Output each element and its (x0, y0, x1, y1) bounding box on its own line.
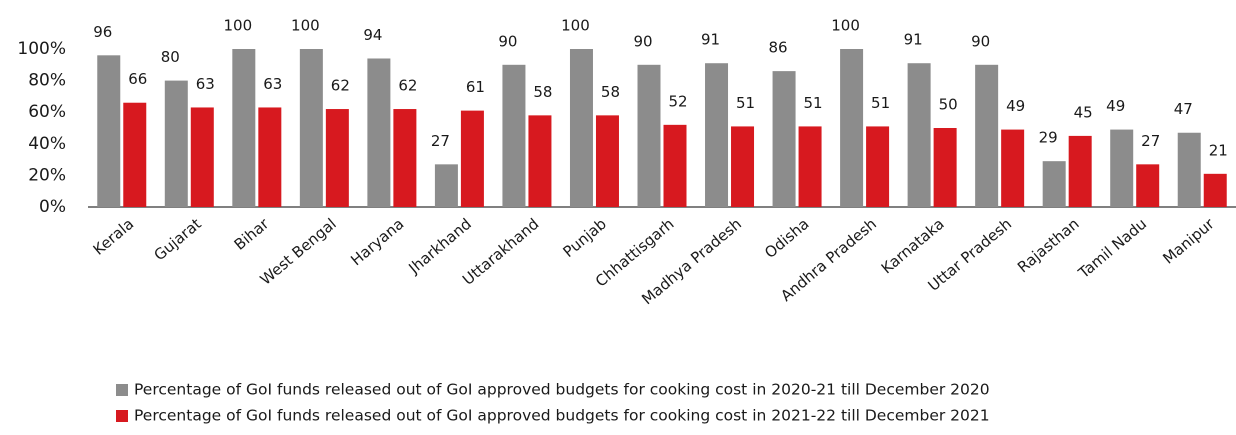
bar (731, 126, 755, 207)
bar (528, 115, 552, 207)
data-label: 100 (831, 17, 860, 35)
bar (637, 64, 661, 207)
data-label: 90 (971, 32, 990, 50)
y-tick-label: 60% (28, 102, 66, 122)
bar (595, 115, 619, 207)
bar (1068, 135, 1092, 207)
x-tick-label: Tamil Nadu (1074, 215, 1150, 283)
data-label: 100 (561, 17, 590, 35)
data-label: 66 (128, 70, 147, 88)
y-tick-label: 0% (39, 197, 66, 217)
data-label: 90 (498, 32, 517, 50)
data-label: 86 (769, 39, 788, 57)
x-tick-label: Punjab (560, 215, 610, 261)
x-tick-label: Bihar (231, 214, 273, 254)
bar (367, 58, 391, 208)
data-label: 100 (291, 17, 320, 35)
x-tick-label: Haryana (347, 215, 407, 270)
bar (1203, 173, 1227, 207)
bar (325, 109, 349, 207)
bar (123, 102, 147, 207)
bar (772, 71, 796, 208)
data-label: 61 (466, 78, 485, 96)
data-label: 27 (1141, 132, 1160, 150)
y-tick-label: 100% (17, 39, 66, 59)
bar (1136, 164, 1160, 207)
x-tick-label: Manipur (1159, 214, 1218, 268)
data-label: 52 (668, 92, 687, 110)
bar (164, 80, 188, 207)
data-label: 27 (431, 132, 450, 150)
bar (798, 126, 822, 207)
data-label: 45 (1074, 103, 1093, 121)
x-tick-label: Gujarat (150, 215, 204, 265)
x-tick-label: Karnataka (878, 215, 948, 278)
legend-swatch (116, 384, 128, 396)
data-label: 62 (331, 77, 350, 95)
bar (502, 64, 526, 207)
bar (907, 63, 931, 207)
bar (975, 64, 999, 207)
bar (258, 107, 282, 207)
bar (705, 63, 729, 207)
data-label: 96 (93, 23, 112, 41)
data-label: 50 (939, 96, 958, 114)
x-tick-label: Jharkhand (405, 215, 475, 278)
data-label: 91 (701, 31, 720, 49)
data-label: 21 (1209, 141, 1228, 159)
legend-label: Percentage of GoI funds released out of … (134, 407, 990, 425)
y-tick-label: 40% (28, 134, 66, 154)
bar (1177, 132, 1201, 207)
bar (232, 49, 256, 207)
data-label: 62 (398, 77, 417, 95)
bar (933, 128, 957, 207)
bar (190, 107, 214, 207)
bar (840, 49, 864, 207)
bar (460, 110, 484, 207)
data-label: 100 (224, 17, 253, 35)
y-tick-label: 80% (28, 71, 66, 91)
data-label: 63 (263, 75, 282, 93)
bar (866, 126, 890, 207)
data-label: 91 (904, 31, 923, 49)
data-label: 51 (804, 94, 823, 112)
bar (1042, 161, 1066, 207)
data-label: 47 (1174, 100, 1193, 118)
x-tick-label: Rajasthan (1014, 215, 1083, 277)
bar (1110, 129, 1134, 207)
bar (299, 49, 323, 207)
legend-swatch (116, 410, 128, 422)
legend-label: Percentage of GoI funds released out of … (134, 381, 990, 399)
data-label: 58 (533, 83, 552, 101)
data-label: 80 (161, 48, 180, 66)
data-label: 94 (363, 26, 382, 44)
data-label: 90 (633, 32, 652, 50)
x-tick-label: Odisha (761, 215, 812, 262)
bar (663, 124, 687, 207)
bar (569, 49, 593, 207)
data-label: 63 (196, 75, 215, 93)
bar (434, 164, 458, 207)
data-label: 58 (601, 83, 620, 101)
data-label: 29 (1039, 129, 1058, 147)
data-label: 49 (1106, 97, 1125, 115)
data-label: 51 (736, 94, 755, 112)
y-tick-label: 20% (28, 165, 66, 185)
x-tick-label: Kerala (90, 215, 138, 259)
bar (393, 109, 417, 207)
bar (1001, 129, 1025, 207)
data-label: 51 (871, 94, 890, 112)
data-label: 49 (1006, 97, 1025, 115)
bar (97, 55, 121, 207)
